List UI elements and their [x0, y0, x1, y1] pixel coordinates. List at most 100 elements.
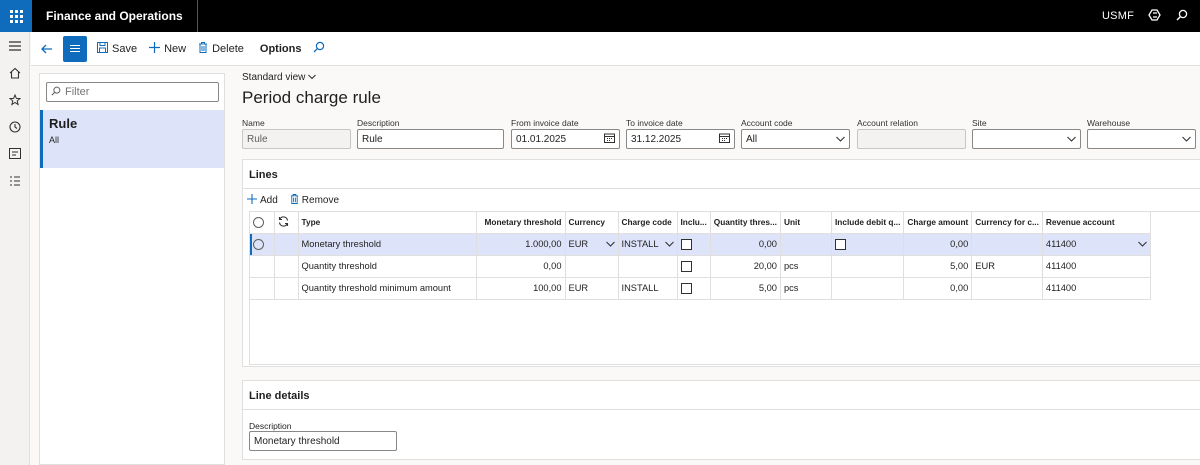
col-include-debit[interactable]: Include debit q...	[831, 212, 905, 234]
search-icon[interactable]	[1176, 9, 1188, 24]
col-charge-code[interactable]: Charge code	[618, 212, 678, 234]
view-selector[interactable]: Standard view	[242, 72, 317, 83]
cell-charge-amount[interactable]: 0,00	[903, 277, 973, 300]
site-select[interactable]	[972, 129, 1081, 149]
row-select-cell[interactable]	[250, 255, 275, 278]
row-select-cell[interactable]	[250, 233, 275, 256]
cell-currency[interactable]: EUR	[565, 277, 619, 300]
row-select-cell[interactable]	[250, 277, 275, 300]
account-relation-field[interactable]	[857, 129, 966, 149]
col-quantity-threshold[interactable]: Quantity thres...	[710, 212, 781, 234]
from-date-field[interactable]: 01.01.2025	[511, 129, 620, 149]
app-launcher-icon[interactable]	[0, 0, 32, 32]
cell-include[interactable]	[677, 233, 711, 256]
refresh-icon[interactable]	[278, 216, 289, 229]
cell-type[interactable]: Quantity threshold minimum amount	[298, 277, 477, 300]
calendar-icon[interactable]	[604, 133, 615, 146]
workspaces-icon[interactable]	[0, 140, 30, 167]
col-revenue-account[interactable]: Revenue account	[1042, 212, 1151, 234]
chevron-down-icon[interactable]	[664, 239, 674, 249]
col-monetary-threshold[interactable]: Monetary threshold	[476, 212, 566, 234]
cell-currency-for-charge[interactable]: EUR	[971, 255, 1043, 278]
action-search-button[interactable]	[307, 32, 331, 66]
list-view-button[interactable]	[63, 35, 87, 62]
remove-line-button[interactable]: Remove	[290, 194, 339, 207]
cell-unit[interactable]	[780, 233, 832, 256]
select-all-header[interactable]	[250, 212, 275, 234]
cell-include-debit[interactable]	[831, 277, 905, 300]
cell-monetary-threshold[interactable]: 0,00	[476, 255, 566, 278]
cell-charge-amount[interactable]: 0,00	[903, 233, 973, 256]
filter-input[interactable]	[65, 86, 205, 98]
company-picker[interactable]: USMF	[1102, 10, 1134, 22]
to-date-field[interactable]: 31.12.2025	[626, 129, 735, 149]
cell-include[interactable]	[677, 255, 711, 278]
cell-charge-code[interactable]: INSTALL	[618, 277, 678, 300]
save-button[interactable]: Save	[91, 32, 143, 66]
options-tab[interactable]: Options	[259, 42, 302, 55]
include-debit-checkbox[interactable]	[834, 238, 846, 250]
cell-quantity-threshold[interactable]: 0,00	[710, 233, 781, 256]
cell-quantity-threshold[interactable]: 20,00	[710, 255, 781, 278]
name-field[interactable]: Rule	[242, 129, 351, 149]
cell-currency[interactable]	[565, 255, 619, 278]
favorites-icon[interactable]	[0, 86, 30, 113]
cell-currency-for-charge[interactable]	[971, 233, 1043, 256]
cell-revenue-account[interactable]: 411400	[1042, 277, 1151, 300]
back-button[interactable]	[31, 32, 63, 66]
new-button[interactable]: New	[143, 32, 192, 66]
chevron-down-icon[interactable]	[605, 239, 615, 249]
account-code-label: Account code	[741, 118, 793, 128]
cell-include[interactable]	[677, 277, 711, 300]
home-icon[interactable]	[0, 59, 30, 86]
cell-monetary-threshold[interactable]: 100,00	[476, 277, 566, 300]
hamburger-icon[interactable]	[0, 32, 30, 59]
cell-charge-code[interactable]: INSTALL	[618, 233, 678, 256]
delete-button[interactable]: Delete	[192, 32, 250, 66]
cell-type[interactable]: Quantity threshold	[298, 255, 477, 278]
cell-revenue-account[interactable]: 411400	[1042, 233, 1151, 256]
table-row[interactable]: Quantity threshold minimum amount 100,00…	[250, 277, 1151, 300]
lines-title[interactable]: Lines	[249, 169, 278, 181]
col-include[interactable]: Inclu...	[677, 212, 711, 234]
col-unit[interactable]: Unit	[780, 212, 832, 234]
cell-charge-code[interactable]	[618, 255, 678, 278]
col-charge-amount[interactable]: Charge amount	[903, 212, 973, 234]
table-row[interactable]: Quantity threshold 0,00 20,00 pcs 5,00 E…	[250, 255, 1151, 278]
select-all-radio[interactable]	[253, 216, 264, 228]
line-details-title[interactable]: Line details	[249, 390, 310, 402]
col-type[interactable]: Type	[298, 212, 477, 234]
cell-currency-for-charge[interactable]	[971, 277, 1043, 300]
list-item[interactable]: Rule All	[40, 110, 224, 168]
cell-type[interactable]: Monetary threshold	[298, 233, 477, 256]
chevron-down-icon[interactable]	[1138, 239, 1147, 249]
cell-quantity-threshold[interactable]: 5,00	[710, 277, 781, 300]
cell-monetary-threshold[interactable]: 1.000,00	[476, 233, 566, 256]
account-code-select[interactable]: All	[741, 129, 850, 149]
col-currency-for-charge[interactable]: Currency for c...	[971, 212, 1043, 234]
include-checkbox[interactable]	[680, 260, 692, 272]
cell-revenue-account[interactable]: 411400	[1042, 255, 1151, 278]
add-line-button[interactable]: Add	[247, 194, 278, 207]
row-select-radio[interactable]	[253, 238, 264, 250]
calendar-icon[interactable]	[719, 133, 730, 146]
recent-icon[interactable]	[0, 113, 30, 140]
detail-description-field[interactable]: Monetary threshold	[249, 431, 397, 451]
table-row[interactable]: Monetary threshold 1.000,00 EUR INSTALL …	[250, 233, 1151, 256]
cell-unit[interactable]: pcs	[780, 277, 832, 300]
refresh-header[interactable]	[274, 212, 299, 234]
description-field[interactable]: Rule	[357, 129, 504, 149]
cell-charge-amount[interactable]: 5,00	[903, 255, 973, 278]
modules-icon[interactable]	[0, 167, 30, 194]
cell-unit[interactable]: pcs	[780, 255, 832, 278]
app-title[interactable]: Finance and Operations	[32, 0, 198, 32]
col-currency[interactable]: Currency	[565, 212, 619, 234]
cell-include-debit[interactable]	[831, 255, 905, 278]
filter-box[interactable]	[46, 82, 219, 102]
include-checkbox[interactable]	[680, 282, 692, 294]
cell-include-debit[interactable]	[831, 233, 905, 256]
cell-currency[interactable]: EUR	[565, 233, 619, 256]
warehouse-select[interactable]	[1087, 129, 1196, 149]
include-checkbox[interactable]	[680, 238, 692, 250]
copilot-icon[interactable]	[1148, 8, 1162, 25]
